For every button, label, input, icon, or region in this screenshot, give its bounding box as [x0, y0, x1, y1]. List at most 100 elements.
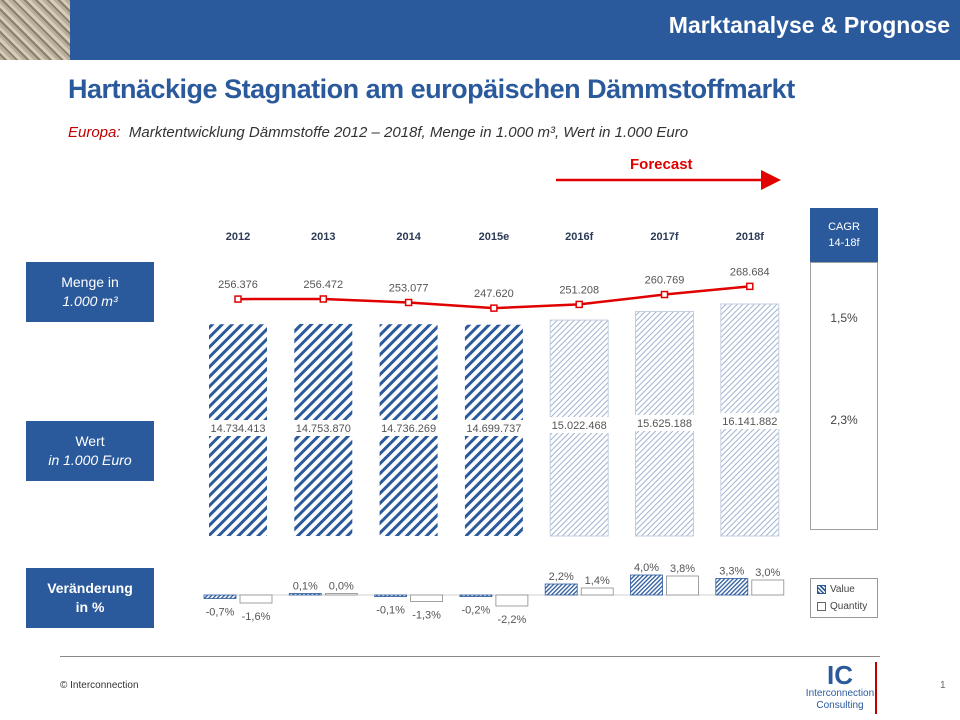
legend-label-value: Value	[830, 584, 855, 595]
change-label-value-2015e: -0,2%	[462, 605, 491, 617]
change-label-quantity-2013: 0,0%	[329, 581, 354, 593]
change-bar-quantity-2018f	[751, 579, 785, 596]
row-label-menge: Menge in 1.000 m³	[26, 262, 154, 322]
year-label-2015e: 2015e	[479, 231, 510, 243]
quantity-point-2017f	[660, 290, 669, 299]
value-label-bg-2012	[204, 420, 272, 436]
value-label-2012: 14.734.413	[210, 423, 265, 435]
quantity-label-2018f: 268.684	[730, 266, 770, 278]
value-label-2014: 14.736.269	[381, 423, 436, 435]
footer-divider	[60, 656, 880, 657]
change-bar-quantity-2015e	[495, 594, 529, 607]
change-bar-value-2015e	[459, 594, 493, 597]
copyright: © Interconnection	[60, 680, 139, 691]
change-label-value-2012: -0,7%	[206, 607, 235, 619]
quantity-point-2014	[404, 298, 413, 307]
cagr-header: CAGR 14-18f	[810, 208, 878, 262]
quantity-label-2012: 256.376	[218, 279, 258, 291]
value-label-bg-2013	[289, 420, 358, 436]
change-bar-value-2016f	[544, 583, 578, 596]
change-label-quantity-2015e: -2,2%	[498, 614, 527, 626]
row-label-wert: Wert in 1.000 Euro	[26, 421, 154, 481]
change-bar-quantity-2016f	[580, 587, 614, 596]
quantity-label-2017f: 260.769	[645, 275, 685, 287]
legend-item-quantity: Quantity	[817, 601, 867, 612]
legend-swatch-value	[817, 584, 826, 594]
value-label-bg-2017f	[630, 415, 699, 431]
value-label-2018f: 16.141.882	[722, 416, 777, 428]
value-label-2015e: 14.699.737	[466, 423, 521, 435]
row-label-wert-line2: in 1.000 Euro	[48, 452, 132, 468]
change-label-quantity-2014: -1,3%	[412, 610, 441, 622]
legend-label-quantity: Quantity	[830, 601, 868, 612]
quantity-label-2016f: 251.208	[559, 284, 599, 296]
legend-item-value: Value	[817, 584, 855, 595]
header-photo	[0, 0, 70, 60]
quantity-label-2013: 256.472	[303, 279, 343, 291]
value-label-bg-2015e	[459, 420, 528, 436]
year-label-2017f: 2017f	[650, 231, 678, 243]
change-label-quantity-2016f: 1,4%	[585, 575, 610, 587]
change-bar-value-2013	[288, 593, 322, 596]
change-bar-quantity-2013	[324, 593, 358, 596]
year-label-2013: 2013	[311, 231, 335, 243]
quantity-label-2014: 253.077	[389, 282, 429, 294]
quantity-point-2012	[234, 295, 242, 303]
logo-name-line1: Interconnection	[805, 688, 875, 699]
quantity-point-2016f	[575, 300, 583, 309]
subtitle-text: Marktentwicklung Dämmstoffe 2012 – 2018f…	[128, 124, 689, 141]
change-bar-value-2012	[203, 594, 237, 599]
logo-mark: IC	[827, 660, 853, 690]
quantity-point-2015e	[490, 304, 498, 312]
cagr-header-line2: 14-18f	[828, 237, 860, 249]
quantity-point-2018f	[746, 282, 754, 291]
value-label-2016f: 15.022.468	[552, 420, 607, 432]
year-label-2014: 2014	[396, 231, 421, 243]
year-label-2016f: 2016f	[565, 231, 593, 243]
cagr-header-line1: CAGR	[828, 221, 860, 233]
year-label-2018f: 2018f	[736, 231, 764, 243]
header-bar: Marktanalyse & Prognose	[0, 0, 960, 60]
legend-swatch-quantity	[817, 601, 826, 611]
cagr-menge: 1,5%	[830, 311, 858, 325]
value-label-bg-2018f	[715, 413, 784, 429]
value-label-bg-2014	[374, 420, 443, 436]
cagr-wert: 2,3%	[830, 413, 858, 427]
change-label-value-2013: 0,1%	[293, 581, 318, 593]
change-bar-quantity-2017f	[666, 575, 699, 596]
value-label-bg-2016f	[545, 417, 614, 433]
quantity-label-2015e: 247.620	[474, 288, 514, 300]
page-title: Hartnäckige Stagnation am europäischen D…	[68, 74, 795, 104]
section-title: Marktanalyse & Prognose	[668, 12, 950, 38]
change-bar-value-2014	[374, 594, 408, 597]
subtitle: Europa: Marktentwicklung Dämmstoffe 2012…	[68, 124, 688, 141]
logo-name-line2: Consulting	[816, 700, 864, 711]
row-label-wert-line1: Wert	[75, 433, 105, 449]
change-label-value-2017f: 4,0%	[634, 562, 659, 574]
row-label-change-line1: Veränderung	[47, 580, 133, 596]
page-number: 1	[940, 680, 946, 691]
change-label-quantity-2017f: 3,8%	[670, 563, 695, 575]
change-label-quantity-2018f: 3,0%	[755, 567, 780, 579]
year-label-2012: 2012	[226, 231, 250, 243]
change-bar-value-2018f	[715, 578, 749, 596]
change-bar-value-2017f	[630, 574, 663, 596]
quantity-point-2013	[319, 295, 328, 303]
subtitle-region: Europa:	[68, 124, 121, 141]
cagr-box: 1,5% 2,3%	[810, 262, 878, 530]
row-label-menge-line1: Menge in	[61, 274, 119, 290]
legend: Value Quantity	[810, 578, 878, 618]
change-label-value-2016f: 2,2%	[549, 571, 574, 583]
row-label-change-line2: in %	[75, 599, 105, 615]
forecast-label: Forecast	[630, 156, 693, 173]
row-label-menge-line2: 1.000 m³	[62, 293, 118, 309]
value-label-2017f: 15.625.188	[637, 418, 692, 430]
value-label-2013: 14.753.870	[296, 423, 351, 435]
change-bar-quantity-2014	[410, 594, 444, 602]
change-bar-quantity-2012	[239, 594, 273, 604]
change-label-value-2014: -0,1%	[376, 605, 405, 617]
row-label-change: Veränderung in %	[26, 568, 154, 628]
change-label-quantity-2012: -1,6%	[242, 611, 271, 623]
logo-rule	[875, 662, 877, 714]
